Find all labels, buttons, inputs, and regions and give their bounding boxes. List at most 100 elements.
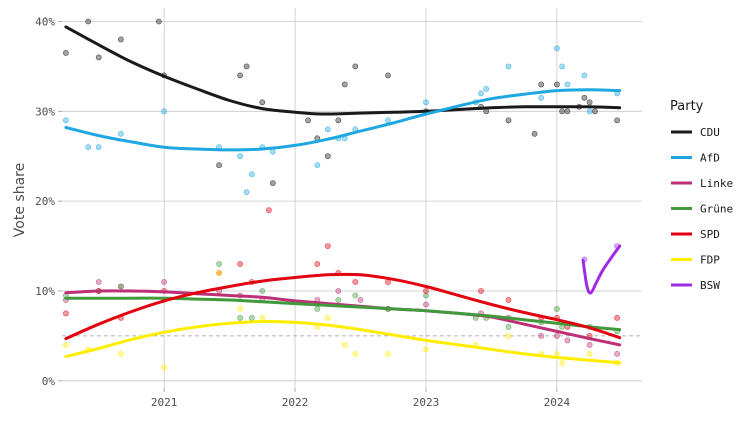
legend-label-spd: SPD [700, 228, 720, 241]
y-tick-label: 10% [35, 285, 55, 298]
data-point-spd [237, 261, 243, 267]
data-point-gr-ne [352, 292, 359, 299]
data-point-fdp [341, 341, 348, 348]
data-point-afd [63, 117, 69, 124]
data-point-gr-ne [314, 305, 321, 312]
legend-title: Party [670, 99, 704, 114]
x-tick-label: 2021 [151, 396, 178, 409]
data-point-fdp [63, 341, 69, 348]
data-point-fdp [118, 350, 124, 357]
data-point-cdu [385, 72, 391, 79]
data-point-cdu [554, 81, 560, 88]
legend-label-fdp: FDP [700, 254, 720, 267]
data-point-cdu [531, 130, 538, 137]
data-point-cdu [324, 153, 331, 160]
trend-lines-layer [64, 25, 622, 365]
data-point-cdu [614, 117, 620, 124]
y-tick-label: 30% [35, 105, 55, 118]
data-point-cdu [63, 50, 69, 56]
data-point-spd [265, 207, 272, 213]
plot-panel [62, 8, 642, 388]
data-point-linke [586, 341, 593, 348]
data-point-fdp [559, 359, 565, 366]
data-point-cdu [581, 94, 588, 101]
data-point-fdp [586, 350, 593, 357]
data-point-afd [423, 99, 429, 106]
data-point-afd [324, 126, 331, 133]
data-point-gr-ne [259, 288, 266, 294]
x-tick-label: 2022 [282, 396, 309, 409]
data-point-afd [95, 144, 102, 151]
data-point-spd [63, 310, 69, 317]
data-point-fdp [385, 350, 391, 357]
data-point-afd [564, 81, 571, 88]
data-point-cdu [538, 81, 545, 88]
data-point-cdu [216, 162, 222, 169]
data-point-cdu [592, 108, 598, 115]
data-point-linke [564, 337, 571, 344]
data-point-cdu [95, 54, 102, 61]
data-point-cdu [155, 18, 162, 25]
y-axis-title: Vote share [12, 163, 28, 237]
data-point-linke [554, 332, 560, 339]
data-point-fdp [423, 346, 429, 353]
data-point-cdu [118, 36, 124, 43]
trend-line-gr-ne [64, 296, 622, 332]
data-point-linke [357, 297, 364, 303]
trend-line-spd [64, 272, 622, 341]
y-tick-label: 40% [35, 15, 55, 28]
legend-label-afd: AfD [700, 152, 720, 165]
data-point-gr-ne [505, 323, 512, 330]
data-point-cdu [586, 99, 593, 106]
data-point-cdu [352, 63, 359, 70]
data-point-spd [314, 261, 321, 267]
data-point-cdu [269, 180, 276, 187]
data-point-fdp [259, 314, 266, 321]
legend: Party CDU AfD Linke Grüne SPD FDP BSW [670, 99, 733, 292]
data-point-cdu [341, 81, 348, 88]
data-point-afd [243, 189, 250, 196]
data-point-linke [423, 301, 429, 308]
data-point-afd [586, 108, 593, 115]
trend-line-afd [64, 88, 622, 152]
legend-label-gr-ne: Grüne [700, 203, 733, 216]
grid-layer [62, 8, 642, 388]
data-point-gr-ne [216, 261, 222, 267]
data-point-gr-ne [248, 314, 255, 321]
y-tick-label: 0% [42, 375, 56, 388]
data-point-afd [161, 108, 167, 115]
data-point-gr-ne [335, 297, 342, 303]
data-point-cdu [305, 117, 311, 124]
data-point-spd [352, 279, 359, 285]
data-point-cdu [335, 117, 342, 124]
data-point-fdp [216, 270, 222, 276]
legend-label-cdu: CDU [700, 126, 720, 139]
data-point-gr-ne [423, 292, 429, 299]
legend-label-bsw: BSW [700, 279, 720, 292]
data-point-afd [554, 45, 560, 52]
data-point-cdu [505, 117, 512, 124]
x-tick-label: 2024 [544, 396, 571, 409]
trend-line-cdu [64, 25, 622, 116]
data-point-gr-ne [237, 314, 243, 321]
data-point-fdp [237, 305, 243, 312]
data-point-cdu [259, 99, 266, 106]
data-point-linke [161, 279, 167, 285]
data-point-afd [248, 171, 255, 178]
data-point-linke [335, 288, 342, 294]
data-point-cdu [85, 18, 92, 25]
data-point-afd [505, 63, 512, 70]
data-point-afd [385, 117, 391, 124]
data-point-afd [538, 94, 545, 101]
trend-line-bsw [581, 244, 622, 295]
y-tick-label: 20% [35, 195, 55, 208]
data-point-spd [423, 288, 429, 294]
data-point-linke [538, 332, 545, 339]
data-point-afd [559, 63, 565, 70]
data-point-afd [581, 72, 588, 79]
data-point-cdu [243, 63, 250, 70]
data-point-linke [614, 350, 620, 357]
data-point-spd [324, 243, 331, 249]
